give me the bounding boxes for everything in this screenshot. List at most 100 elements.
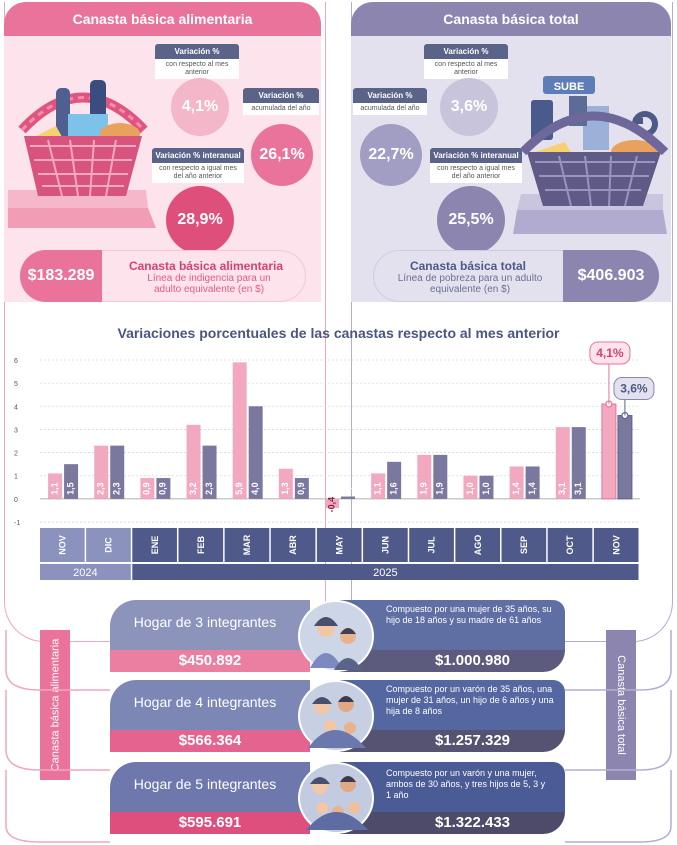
y-tick-label: 4 [14,404,18,411]
bar [64,464,79,499]
bar-value-label: 1,1 [49,482,59,495]
household-card-5: Hogar de 5 integrantes $595.691 Compuest… [110,762,565,834]
cbt-interanual-bubble: 25,5% [437,186,505,254]
bar [433,454,448,499]
bar [601,403,617,500]
bar [248,406,263,499]
cba-basket-illustration [8,80,156,228]
bar-value-label: 2,3 [112,482,122,495]
month-band [501,528,547,562]
bar [525,466,540,499]
cba-interanual-bubble: 28,9% [166,186,234,254]
bar [341,496,355,499]
bar-value-label: 0,9 [142,482,152,495]
household-4-cba: $566.364 [110,730,310,752]
year-label: 2025 [373,567,397,579]
bar [325,498,339,509]
x-tick-label: ABR [288,535,298,555]
bar [278,468,293,499]
cbt-month-sub: con respecto al mes anterior [424,59,508,79]
family-3-avatar [298,600,374,672]
x-tick-label: MAY [334,535,344,554]
bar [140,478,155,499]
x-tick-label: AGO [473,535,483,556]
variation-bar-chart: -1 0 1 2 3 4 5 6 NOV DIC ENE FEB MAR ABR MAY JUN JUL AGO S… [14,341,655,580]
bar [555,427,570,499]
x-tick-label: SEP [519,536,529,554]
bar-value-label: -0,4 [326,497,336,513]
x-tick-label: JUN [381,536,391,554]
bar-value-label: 0,9 [158,482,168,495]
cbt-side-tab [606,630,636,780]
bar [371,473,386,499]
x-tick-label: NOV [57,535,67,555]
bar-value-label: 0,9 [296,482,306,495]
cba-interanual-sub: con respecto a igual mes del año anterio… [152,163,244,183]
cba-month-sub: con respecto al mes anterior [155,59,239,79]
household-card-4: Hogar de 4 integrantes $566.364 Compuest… [110,680,565,752]
bar-value-label: 1,9 [419,482,429,495]
bar [110,445,125,499]
month-band [224,528,270,562]
bar [202,445,217,499]
cbt-month-label: Variación % [424,44,508,59]
household-4-title: Hogar de 4 integrantes [133,694,277,710]
household-5-cbt: $1.322.433 [340,812,565,834]
x-tick-label: MAR [242,534,252,555]
cbt-header: Canasta básica total [351,2,671,36]
cbt-interanual-sub: con respecto a igual mes del año anterio… [430,163,522,183]
cbt-year-label: Variación % [353,88,427,103]
bar [417,454,432,499]
cbt-month-variation-box: Variación % con respecto al mes anterior [424,44,508,79]
y-tick-label: 0 [14,497,18,504]
bar-value-label: 1,5 [65,482,75,495]
cba-year-sub: acumulada del año [243,103,319,115]
callout-box [589,341,631,365]
cba-month-label: Variación % [155,44,239,59]
x-tick-label: OCT [565,535,575,555]
month-band [363,528,408,562]
x-tick-label: FEB [196,535,206,554]
bar [186,424,201,499]
month-band [547,528,593,562]
cba-amount: $183.289 [20,250,102,302]
y-tick-label: 6 [14,358,18,365]
cbt-basket-illustration: SUBE [513,76,669,234]
cba-month-variation-box: Variación % con respecto al mes anterior [155,44,239,79]
month-band [132,528,177,562]
family-4-avatar [298,680,374,752]
bar-value-label: 1,4 [511,482,521,495]
cba-interanual-label: Variación % interanual [152,148,244,163]
cbt-interanual-box: Variación % interanual con respecto a ig… [430,148,522,183]
bar-value-label: 4,0 [250,482,260,495]
household-3-cba: $450.892 [110,650,310,672]
cbt-interanual-label: Variación % interanual [430,148,522,163]
y-tick-label: 3 [14,427,18,434]
household-3-desc: Compuesto por una mujer de 35 años, su h… [386,604,552,625]
bar [156,478,171,499]
household-4-cbt: $1.257.329 [340,730,565,752]
cba-month-bubble: 4,1% [171,78,229,136]
month-band [86,528,131,562]
household-3-title: Hogar de 3 integrantes [133,614,277,630]
bar [571,427,586,499]
bar [387,461,402,499]
cbt-year-bubble: 22,7% [360,124,422,186]
cba-header: Canasta básica alimentaria [4,2,321,36]
bar [509,466,524,499]
bar [232,362,247,499]
bar [479,475,494,499]
chart-title: Variaciones porcentuales de las canastas… [117,325,560,341]
month-band [593,528,639,562]
bar-value-label: 1,0 [465,482,475,495]
cbt-month-bubble: 3,6% [440,78,498,136]
cba-year-variation-box: Variación % acumulada del año [243,88,319,115]
household-3-cbt: $1.000.980 [340,650,565,672]
bar-value-label: 1,1 [373,482,383,495]
family-5-avatar [298,762,374,834]
year-label: 2024 [73,567,97,579]
month-band [455,528,501,562]
y-tick-label: 2 [14,451,18,458]
household-5-desc: Compuesto por un varón y una mujer, ambo… [386,768,546,800]
month-band [409,528,454,562]
